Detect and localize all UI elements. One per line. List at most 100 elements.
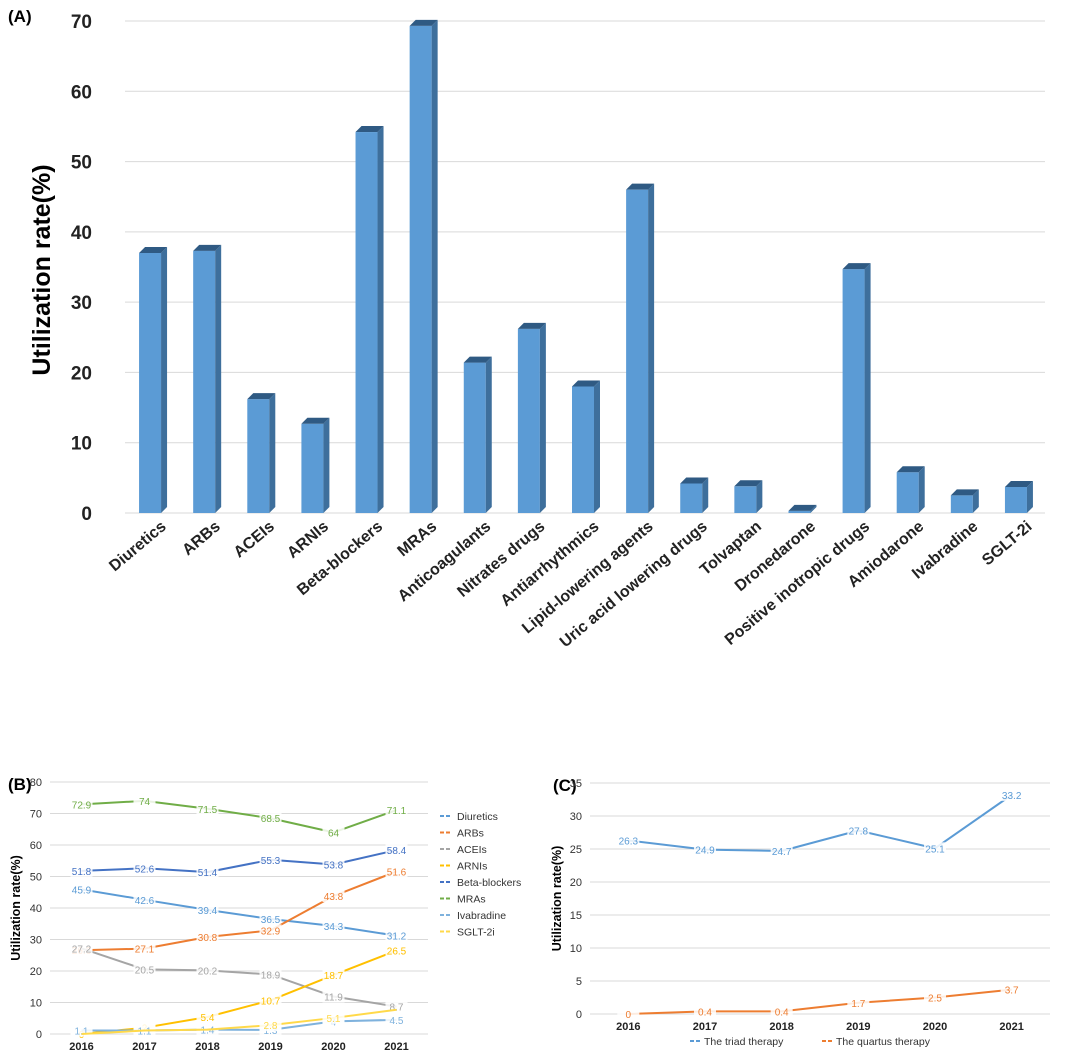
x-tick-label: Antiarrhythmics <box>498 518 603 610</box>
y-tick-label: 70 <box>71 12 92 33</box>
legend-item: The quartus therapy <box>822 1036 931 1048</box>
y-tick-label: 0 <box>576 1009 582 1021</box>
data-label-bg <box>924 991 946 1004</box>
y-tick-label: 0 <box>81 504 92 525</box>
y-axis-label: Utilization rate(%) <box>550 846 564 952</box>
data-label: 1.4 <box>201 1026 215 1037</box>
bar-top <box>788 504 817 511</box>
data-label-bg <box>1000 983 1023 996</box>
data-label-bg <box>196 866 219 879</box>
bar <box>950 489 979 513</box>
bar-top <box>680 477 709 484</box>
data-label: 5.4 <box>201 1013 215 1024</box>
series-line <box>81 870 397 952</box>
legend-item: Ivabradine <box>440 910 506 922</box>
y-axis-label: Utilization rate(%) <box>28 164 56 375</box>
legend-label: The quartus therapy <box>836 1036 931 1048</box>
y-tick-label: 25 <box>570 844 582 856</box>
y-tick-label: 60 <box>71 82 92 103</box>
data-label: 0.4 <box>775 1007 789 1018</box>
x-tick-label: ACEIs <box>231 518 278 561</box>
data-label-bg <box>259 1019 282 1032</box>
data-label: 53.8 <box>324 861 344 872</box>
data-label-bg <box>322 919 345 932</box>
bar-front <box>842 269 865 513</box>
bar <box>193 244 222 513</box>
data-label-bg <box>322 990 345 1003</box>
bar <box>355 126 384 514</box>
data-label-bg <box>133 893 156 906</box>
data-label-bg <box>385 929 408 942</box>
panel-a-label: (A) <box>8 7 32 26</box>
data-label: 52.6 <box>135 864 155 875</box>
data-label: 26.5 <box>387 947 407 958</box>
data-label-bg <box>385 844 408 857</box>
data-label-bg <box>259 812 282 825</box>
bar-front <box>409 25 432 513</box>
legend-item: MRAs <box>440 894 486 906</box>
data-label: 72.9 <box>72 800 92 811</box>
data-label: 20.5 <box>135 965 155 976</box>
bar-side <box>756 480 763 513</box>
bar-front <box>572 386 594 513</box>
bar-top <box>139 246 168 253</box>
series-line <box>81 799 397 834</box>
data-label: 71.1 <box>387 806 407 817</box>
bar-front <box>139 252 162 513</box>
data-label: 45.9 <box>72 885 92 896</box>
data-label: 20.2 <box>198 966 218 977</box>
data-label: 51.4 <box>198 868 218 879</box>
x-tick-label: 2019 <box>258 1041 282 1053</box>
bar-front <box>247 399 270 513</box>
bar-front <box>896 472 919 513</box>
bar-side <box>323 417 330 513</box>
data-label: 11.9 <box>324 993 343 1004</box>
data-label-bg <box>196 1010 219 1023</box>
bar-top <box>517 322 546 329</box>
data-label: 55.3 <box>261 856 281 867</box>
y-tick-label: 5 <box>576 976 582 988</box>
bar-top <box>734 480 763 487</box>
data-label-bg <box>133 794 156 807</box>
y-tick-label: 10 <box>570 943 582 955</box>
data-label-bg <box>694 1005 716 1018</box>
data-label: 1.3 <box>264 1026 278 1037</box>
data-label: 39.4 <box>198 906 218 917</box>
bar-front <box>517 328 540 513</box>
data-label-bg <box>70 798 93 811</box>
data-label: 51.8 <box>72 867 92 878</box>
data-label: 33.2 <box>1002 791 1022 802</box>
data-label-bg <box>322 969 345 982</box>
bar-side <box>269 393 276 513</box>
legend-label: SGLT-2i <box>457 927 495 939</box>
bar-side <box>864 263 871 513</box>
y-tick-label: 30 <box>570 811 582 823</box>
data-label: 27.1 <box>135 945 155 956</box>
data-label-bg <box>259 924 282 937</box>
y-tick-label: 80 <box>30 777 42 789</box>
legend-label: ARNIs <box>457 861 487 873</box>
data-label: 0 <box>626 1010 632 1021</box>
data-label: 2.5 <box>928 994 942 1005</box>
x-tick-label: 2020 <box>321 1041 345 1053</box>
data-label-bg <box>133 963 156 976</box>
x-tick-label: 2016 <box>69 1041 93 1053</box>
legend-label: MRAs <box>457 894 486 906</box>
data-label-bg <box>196 930 219 943</box>
legend-label: The triad therapy <box>704 1036 784 1048</box>
data-label: 42.6 <box>135 896 155 907</box>
bar <box>1004 480 1033 513</box>
legend-label: ARBs <box>457 828 484 840</box>
data-label: 26.3 <box>619 836 639 847</box>
data-label: 64 <box>328 828 340 839</box>
bar-front <box>626 189 649 513</box>
x-tick-label: Anticoagulants <box>395 518 495 605</box>
panel-c-line-chart: (C) 0 5 10 15 20 25 30 35 2016 2017 2018 2019 2020 202… <box>550 776 1050 1048</box>
data-label: 1.1 <box>138 1027 152 1038</box>
data-label-bg <box>133 942 156 955</box>
y-tick-label: 70 <box>30 809 42 821</box>
bar-side <box>485 356 492 513</box>
x-tick-label: 2021 <box>384 1041 408 1053</box>
bar-top <box>355 126 384 133</box>
bar-top <box>193 244 222 251</box>
